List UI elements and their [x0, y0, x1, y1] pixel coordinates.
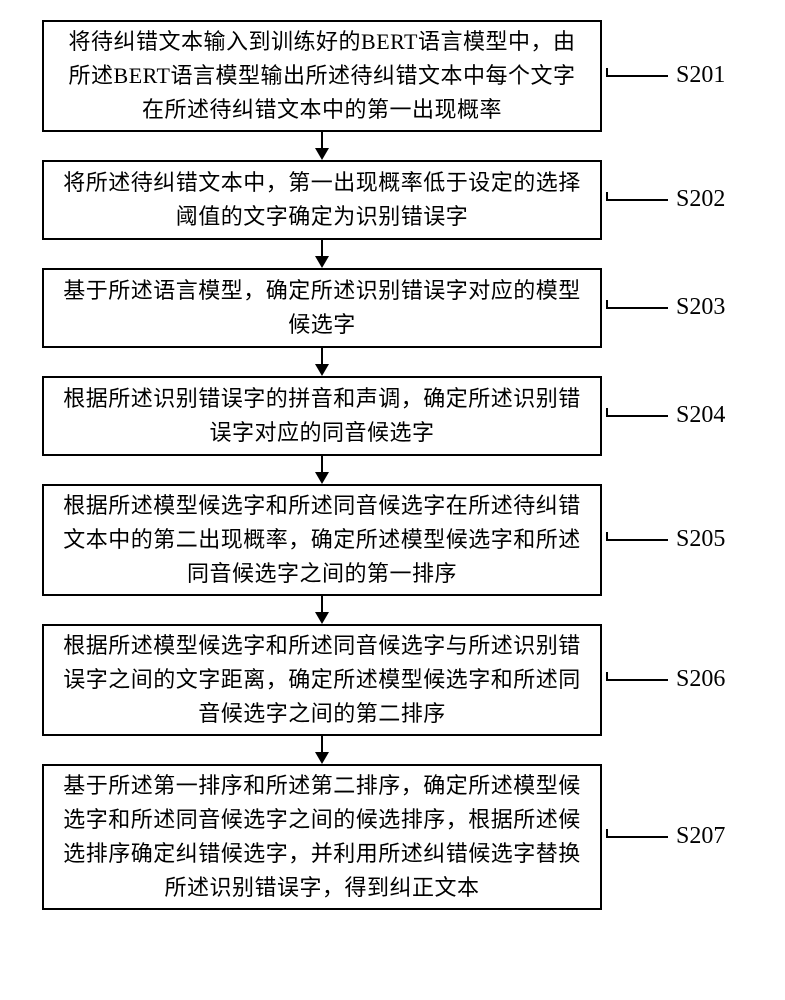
arrow-head-icon	[315, 472, 329, 484]
step-text: 将待纠错文本输入到训练好的BERT语言模型中，由所述BERT语言模型输出所述待纠…	[58, 25, 586, 127]
step-box-s203: 基于所述语言模型，确定所述识别错误字对应的模型候选字	[42, 268, 602, 348]
step-label-s204: S204	[676, 402, 725, 429]
label-connector	[606, 75, 668, 77]
label-connector	[606, 415, 668, 417]
step-box-s201: 将待纠错文本输入到训练好的BERT语言模型中，由所述BERT语言模型输出所述待纠…	[42, 20, 602, 132]
step-box-s207: 基于所述第一排序和所述第二排序，确定所述模型候选字和所述同音候选字之间的候选排序…	[42, 764, 602, 910]
label-connector	[606, 539, 668, 541]
step-label-s206: S206	[676, 666, 725, 693]
step-text: 基于所述第一排序和所述第二排序，确定所述模型候选字和所述同音候选字之间的候选排序…	[58, 769, 586, 905]
step-label-s207: S207	[676, 823, 725, 850]
step-label-s205: S205	[676, 526, 725, 553]
step-text: 根据所述模型候选字和所述同音候选字在所述待纠错文本中的第二出现概率，确定所述模型…	[58, 489, 586, 591]
step-label-s202: S202	[676, 186, 725, 213]
step-label-s203: S203	[676, 294, 725, 321]
arrow-head-icon	[315, 148, 329, 160]
step-box-s202: 将所述待纠错文本中，第一出现概率低于设定的选择阈值的文字确定为识别错误字	[42, 160, 602, 240]
arrow-head-icon	[315, 752, 329, 764]
step-label-s201: S201	[676, 62, 725, 89]
flowchart-canvas: 将待纠错文本输入到训练好的BERT语言模型中，由所述BERT语言模型输出所述待纠…	[0, 0, 785, 1000]
label-connector	[606, 679, 668, 681]
arrow-head-icon	[315, 364, 329, 376]
label-connector	[606, 307, 668, 309]
step-box-s204: 根据所述识别错误字的拼音和声调，确定所述识别错误字对应的同音候选字	[42, 376, 602, 456]
label-connector	[606, 199, 668, 201]
step-box-s206: 根据所述模型候选字和所述同音候选字与所述识别错误字之间的文字距离，确定所述模型候…	[42, 624, 602, 736]
step-text: 根据所述模型候选字和所述同音候选字与所述识别错误字之间的文字距离，确定所述模型候…	[58, 629, 586, 731]
step-text: 根据所述识别错误字的拼音和声调，确定所述识别错误字对应的同音候选字	[58, 382, 586, 450]
step-box-s205: 根据所述模型候选字和所述同音候选字在所述待纠错文本中的第二出现概率，确定所述模型…	[42, 484, 602, 596]
label-connector	[606, 836, 668, 838]
arrow-head-icon	[315, 256, 329, 268]
step-text: 将所述待纠错文本中，第一出现概率低于设定的选择阈值的文字确定为识别错误字	[58, 166, 586, 234]
arrow-head-icon	[315, 612, 329, 624]
step-text: 基于所述语言模型，确定所述识别错误字对应的模型候选字	[58, 274, 586, 342]
